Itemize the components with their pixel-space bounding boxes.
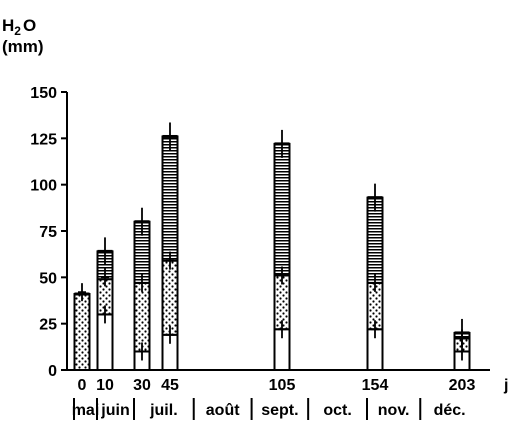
bar-segment — [73, 293, 91, 371]
bar-segment — [133, 281, 151, 353]
y-axis-label: H2 O — [2, 16, 36, 38]
bar-segment — [273, 142, 291, 277]
x-tick-label: 105 — [269, 377, 296, 394]
x-tick-label: 30 — [133, 377, 151, 394]
month-label: mai — [72, 402, 100, 419]
y-tick-label: 50 — [39, 270, 57, 287]
month-label: oct. — [323, 402, 351, 419]
x-tick-label: 154 — [362, 377, 389, 394]
y-tick-label: 100 — [30, 178, 57, 195]
y-tick-label: 25 — [39, 317, 57, 334]
month-label: août — [206, 402, 240, 419]
month-label: sept. — [261, 402, 298, 419]
y-ticks: 0 25 50 75 100 125 150 — [30, 85, 67, 380]
y-tick-label: 150 — [30, 85, 57, 102]
y-axis-label-h: H — [2, 16, 14, 35]
y-axis-label-sub: 2 — [14, 24, 21, 38]
bar-segment — [161, 259, 179, 336]
x-axis-label: j — [503, 377, 508, 394]
month-label: déc. — [434, 402, 466, 419]
month-label: juin — [100, 402, 129, 419]
month-label: juil. — [149, 402, 178, 419]
bar-segment — [161, 135, 179, 262]
y-tick-label: 0 — [48, 363, 57, 380]
x-ticks: 0 10 30 45 105 154 203 — [78, 377, 476, 394]
month-label: nov. — [378, 402, 410, 419]
x-tick-label: 10 — [96, 377, 114, 394]
month-bar: mai juin juil. août sept. oct. nov. déc. — [72, 398, 466, 420]
x-tick-label: 0 — [78, 377, 87, 394]
y-tick-label: 125 — [30, 131, 57, 148]
bars — [73, 122, 471, 372]
x-tick-label: 45 — [161, 377, 179, 394]
y-tick-label: 75 — [39, 224, 57, 241]
x-tick-label: 203 — [449, 377, 476, 394]
y-axis-unit: (mm) — [2, 37, 44, 56]
y-axis-label-o: O — [23, 16, 36, 35]
